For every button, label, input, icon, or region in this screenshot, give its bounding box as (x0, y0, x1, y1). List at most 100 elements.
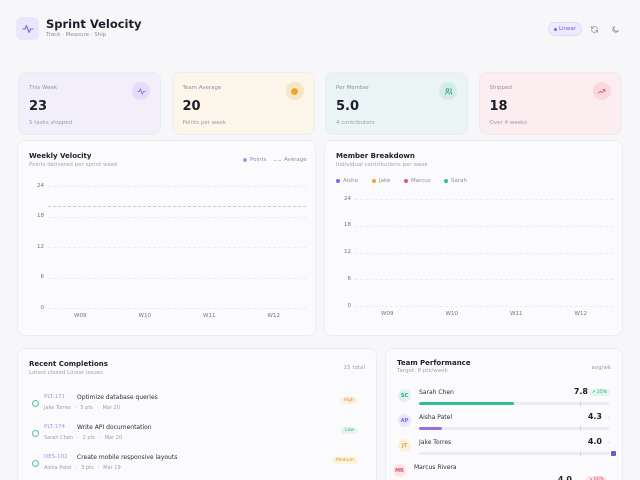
points: 2 pts (82, 435, 96, 441)
check-circle-icon (32, 400, 39, 407)
y-tick-label: 24 (344, 195, 351, 202)
member-breakdown-title: Member Breakdown (336, 152, 415, 160)
stat-note: 4 contributors (336, 120, 375, 126)
theme-toggle-button[interactable] (610, 24, 620, 34)
velocity-chart: 0 6 12 18 24 W09 W10 W11 W12 (18, 141, 317, 337)
legend-dash (274, 159, 281, 161)
gridline (48, 216, 306, 218)
team-subtitle: Target: 8 pts/week (397, 368, 448, 374)
date: Mar 19 (103, 465, 121, 471)
issue-meta: Aisha Patel · 3 pts · Mar 19 (44, 465, 121, 471)
check-circle-icon (32, 460, 39, 467)
y-tick-label: 6 (40, 274, 45, 280)
recent-subtitle: Latest closed Linear issues (29, 370, 103, 376)
recent-title: Recent Completions (29, 360, 108, 368)
stat-note: Over 4 weeks (489, 120, 528, 126)
progress-track (419, 426, 609, 431)
x-tick-label: W12 (574, 311, 587, 317)
refresh-button[interactable] (589, 24, 599, 34)
gridline (48, 186, 306, 187)
stat-label: Per Member (336, 85, 370, 91)
gridline (355, 252, 613, 254)
member-breakdown-card: Member Breakdown Individual contribution… (324, 140, 623, 336)
legend-points-label: Points (250, 157, 267, 163)
priority-badge: High (339, 397, 358, 404)
scroll-handle[interactable] (610, 450, 617, 457)
team-member-row[interactable]: JT Jake Torres 4.0– (386, 437, 624, 461)
app-subtitle: Track · Measure · Ship (46, 32, 107, 38)
legend-item: Aisha (336, 178, 358, 184)
stat-label: Shipped (489, 85, 512, 91)
weekly-velocity-title: Weekly Velocity (29, 152, 92, 160)
y-tick-label: 24 (37, 182, 44, 189)
x-tick-label: W09 (381, 311, 394, 317)
team-performance-card: Team Performance Target: 8 pts/week avg/… (385, 348, 623, 480)
x-tick-label: W10 (138, 313, 151, 319)
coin-icon (285, 82, 304, 100)
issue-id[interactable]: DES-102 (44, 454, 68, 460)
delta-badge: ↗ 25% (588, 388, 610, 396)
target-marker (580, 451, 581, 456)
list-item[interactable]: PLT-174 Write API documentation Sarah Chen… (18, 422, 378, 448)
gridline (48, 308, 306, 309)
issue-meta: Jake Torres · 5 pts · Mar 20 (44, 405, 120, 411)
member-name: Jake Torres (419, 439, 452, 446)
assignee: Jake Torres (44, 405, 71, 411)
stat-card: Team Average 20 Points per week (171, 72, 315, 135)
avatar: AP (398, 414, 411, 427)
stat-card: Per Member 5.0 4 contributors (325, 72, 468, 135)
recent-count: 15 total (343, 365, 365, 371)
gridline (355, 199, 613, 200)
legend-points: Points (243, 157, 267, 163)
legend-label: Aisha (343, 178, 359, 184)
progress-fill (419, 402, 514, 405)
stat-value: 5.0 (336, 99, 360, 114)
progress-fill (419, 427, 442, 430)
y-tick-label: 0 (40, 304, 45, 311)
weekly-velocity-card: Weekly Velocity Points delivered per spr… (17, 140, 316, 336)
recent-completions-card: Recent Completions Latest closed Linear … (17, 348, 377, 480)
separator: · (97, 465, 100, 471)
legend-item: Jake (372, 178, 390, 184)
avatar: SC (398, 389, 411, 402)
legend-item: Sarah (444, 178, 467, 184)
team-member-row[interactable]: MR Marcus Rivera 4.0 ↘ 60% (386, 462, 624, 480)
list-item[interactable]: DES-102 Create mobile responsive layouts A… (18, 452, 378, 478)
legend-dot (444, 179, 448, 183)
team-member-row[interactable]: SC Sarah Chen 7.8 ↗ 25% (386, 387, 624, 411)
date: Mar 20 (104, 435, 123, 441)
app-title: Sprint Velocity (46, 17, 142, 31)
issue-meta: Sarah Chen · 2 pts · Mar 20 (44, 435, 122, 441)
pulse-icon (21, 24, 34, 33)
source-pill-label: Linear (558, 26, 577, 32)
x-tick-label: W10 (445, 311, 458, 317)
list-item[interactable]: PLT-171 Optimize database queries Jake Tor… (18, 392, 378, 418)
app-logo (16, 17, 39, 40)
member-name: Aisha Patel (419, 414, 453, 421)
y-tick-label: 6 (347, 275, 352, 282)
y-tick-label: 0 (347, 302, 352, 309)
moon-icon (611, 25, 619, 33)
source-pill[interactable]: Linear (548, 22, 582, 36)
member-breakdown-subtitle: Individual contributions per week (336, 162, 428, 168)
legend-dot (404, 179, 408, 183)
users-icon (439, 82, 457, 100)
issue-id[interactable]: PLT-171 (44, 394, 65, 400)
x-tick-label: W11 (203, 313, 216, 319)
team-member-row[interactable]: AP Aisha Patel 4.3– (386, 412, 624, 436)
progress-track (419, 451, 609, 456)
gridline (48, 247, 306, 248)
separator: · (74, 405, 77, 411)
trend-icon (592, 82, 611, 100)
gridline (355, 306, 613, 307)
target-marker (580, 426, 581, 431)
pulse-icon (132, 82, 150, 100)
stat-label: Team Average (182, 85, 222, 91)
separator: · (75, 465, 78, 471)
issue-title: Optimize database queries (77, 393, 158, 401)
issue-title: Create mobile responsive layouts (77, 453, 178, 461)
member-name: Marcus Rivera (414, 464, 457, 471)
priority-badge: Medium (332, 457, 358, 464)
points: 3 pts (81, 465, 94, 471)
issue-id[interactable]: PLT-174 (44, 424, 65, 430)
